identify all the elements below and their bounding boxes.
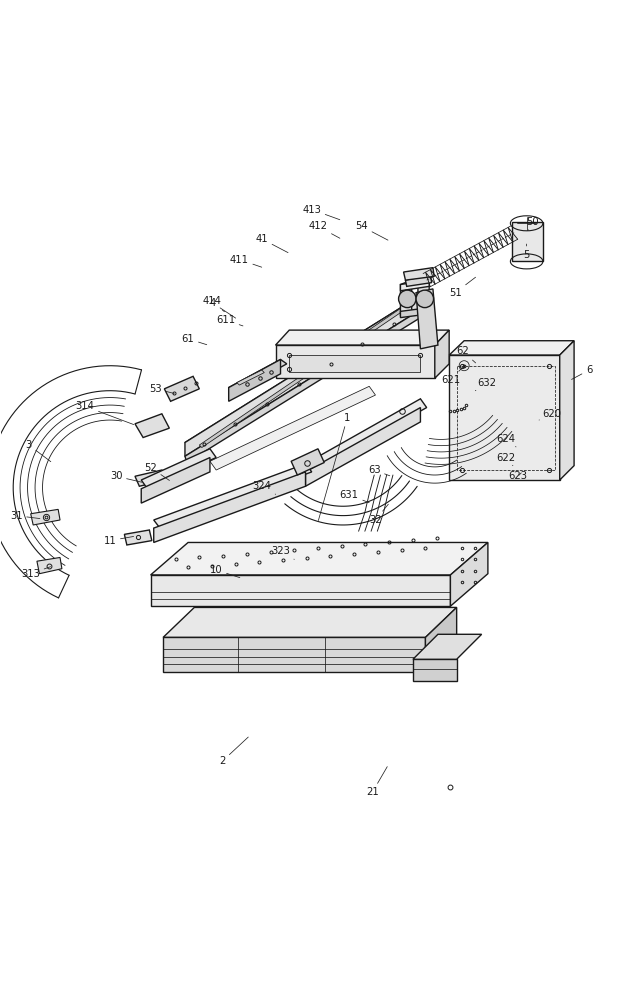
Polygon shape bbox=[404, 268, 434, 280]
Text: 11: 11 bbox=[104, 536, 133, 546]
Polygon shape bbox=[185, 297, 418, 456]
Text: 622: 622 bbox=[496, 453, 515, 466]
Polygon shape bbox=[305, 399, 427, 472]
Text: 313: 313 bbox=[21, 567, 51, 579]
Polygon shape bbox=[291, 449, 324, 475]
Polygon shape bbox=[401, 280, 429, 291]
Circle shape bbox=[399, 290, 416, 308]
Text: 3: 3 bbox=[26, 440, 51, 462]
Polygon shape bbox=[125, 530, 152, 545]
Text: 412: 412 bbox=[309, 221, 340, 238]
Text: 52: 52 bbox=[144, 463, 170, 480]
Polygon shape bbox=[406, 275, 432, 286]
Polygon shape bbox=[185, 297, 427, 447]
Text: 2: 2 bbox=[219, 737, 249, 766]
Polygon shape bbox=[228, 359, 280, 401]
Text: 54: 54 bbox=[356, 221, 388, 240]
Polygon shape bbox=[141, 449, 216, 489]
Text: 623: 623 bbox=[508, 471, 527, 481]
Polygon shape bbox=[426, 607, 456, 672]
Text: 61: 61 bbox=[182, 334, 207, 345]
Text: 620: 620 bbox=[539, 409, 561, 420]
Text: 50: 50 bbox=[526, 217, 539, 230]
Polygon shape bbox=[435, 330, 449, 378]
Polygon shape bbox=[511, 222, 543, 261]
Polygon shape bbox=[416, 289, 438, 349]
Polygon shape bbox=[289, 355, 421, 372]
Polygon shape bbox=[228, 359, 287, 393]
Polygon shape bbox=[237, 370, 264, 385]
Polygon shape bbox=[210, 386, 376, 470]
Polygon shape bbox=[560, 341, 574, 480]
Text: 32: 32 bbox=[369, 504, 388, 525]
Polygon shape bbox=[185, 311, 421, 463]
Polygon shape bbox=[449, 355, 560, 480]
Polygon shape bbox=[154, 464, 312, 528]
Polygon shape bbox=[401, 280, 412, 316]
Polygon shape bbox=[275, 330, 449, 345]
Polygon shape bbox=[199, 305, 408, 448]
Polygon shape bbox=[135, 414, 170, 438]
Text: 624: 624 bbox=[496, 434, 516, 447]
Text: 324: 324 bbox=[252, 481, 275, 494]
Polygon shape bbox=[165, 376, 199, 401]
Polygon shape bbox=[154, 472, 305, 542]
Text: 51: 51 bbox=[449, 277, 476, 298]
Polygon shape bbox=[163, 607, 456, 637]
Text: 5: 5 bbox=[523, 244, 530, 260]
Polygon shape bbox=[135, 470, 166, 486]
Text: 41: 41 bbox=[255, 234, 288, 253]
Polygon shape bbox=[449, 341, 574, 355]
Polygon shape bbox=[275, 345, 435, 378]
Text: 314: 314 bbox=[76, 401, 134, 425]
Text: 6: 6 bbox=[572, 365, 592, 379]
Polygon shape bbox=[163, 637, 426, 672]
Circle shape bbox=[416, 290, 434, 308]
Text: 63: 63 bbox=[368, 465, 390, 476]
Text: 632: 632 bbox=[475, 378, 496, 391]
Polygon shape bbox=[141, 458, 210, 503]
Polygon shape bbox=[413, 634, 481, 659]
Polygon shape bbox=[305, 408, 421, 486]
Text: 4: 4 bbox=[210, 298, 235, 318]
Text: 10: 10 bbox=[210, 565, 240, 578]
Text: 411: 411 bbox=[230, 255, 262, 267]
Polygon shape bbox=[37, 557, 62, 574]
Text: 611: 611 bbox=[216, 315, 243, 326]
Polygon shape bbox=[413, 659, 456, 681]
Text: 414: 414 bbox=[202, 296, 225, 312]
Text: 62: 62 bbox=[456, 346, 476, 363]
Polygon shape bbox=[418, 280, 429, 316]
Text: 30: 30 bbox=[110, 471, 141, 482]
Polygon shape bbox=[31, 509, 60, 525]
Polygon shape bbox=[451, 542, 488, 606]
Text: 1: 1 bbox=[319, 413, 351, 521]
Text: 413: 413 bbox=[302, 205, 340, 220]
Text: 631: 631 bbox=[340, 490, 369, 503]
Text: 323: 323 bbox=[271, 546, 294, 559]
Text: 21: 21 bbox=[366, 767, 387, 797]
Text: 31: 31 bbox=[10, 511, 40, 521]
Text: 53: 53 bbox=[149, 384, 174, 394]
Polygon shape bbox=[151, 542, 488, 575]
Text: 621: 621 bbox=[441, 367, 463, 385]
Polygon shape bbox=[401, 308, 429, 318]
Polygon shape bbox=[151, 575, 451, 606]
